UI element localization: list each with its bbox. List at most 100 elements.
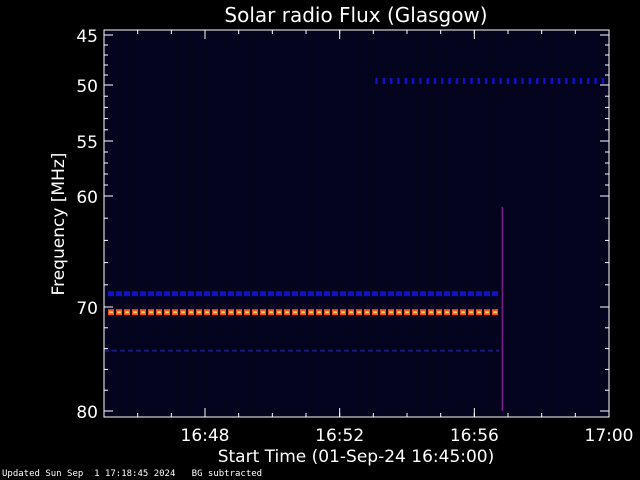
emission-dash-core bbox=[381, 311, 385, 314]
emission-dash-core bbox=[189, 311, 193, 314]
emission-dash-core bbox=[125, 311, 129, 314]
emission-dash-core bbox=[325, 311, 329, 314]
emission-dash-core bbox=[493, 311, 497, 314]
emission-dot bbox=[455, 78, 459, 84]
emission-dot bbox=[382, 78, 386, 84]
emission-dot bbox=[477, 78, 481, 84]
emission-dash-core bbox=[109, 311, 113, 314]
emission-dash-core bbox=[293, 311, 297, 314]
y-tick-label: 70 bbox=[76, 299, 98, 319]
emission-dash bbox=[436, 291, 442, 297]
emission-dot bbox=[550, 78, 554, 84]
x-tick-label: 16:56 bbox=[450, 426, 499, 446]
y-tick-label: 80 bbox=[76, 403, 98, 423]
emission-dot bbox=[484, 78, 488, 84]
emission-dash-core bbox=[277, 311, 281, 314]
emission-dash bbox=[396, 291, 402, 297]
emission-dash-core bbox=[461, 311, 465, 314]
emission-dash bbox=[404, 291, 410, 297]
emission-dot bbox=[543, 78, 546, 84]
emission-dash-core bbox=[453, 311, 457, 314]
emission-dash-core bbox=[149, 311, 153, 314]
emission-dash-core bbox=[205, 311, 209, 314]
x-axis: 16:48 16:52 16:56 17:00 bbox=[137, 30, 634, 446]
emission-dash-core bbox=[245, 311, 249, 314]
emission-dash-core bbox=[341, 311, 345, 314]
emission-dash bbox=[172, 291, 178, 297]
emission-dash-core bbox=[253, 311, 257, 314]
emission-dash bbox=[380, 291, 386, 297]
emission-dash bbox=[236, 291, 242, 297]
emission-dot bbox=[470, 78, 473, 84]
emission-dash bbox=[372, 291, 378, 297]
emission-dash bbox=[252, 291, 258, 297]
emission-dash bbox=[492, 291, 498, 297]
emission-dot bbox=[397, 78, 400, 84]
emission-dash bbox=[284, 291, 290, 297]
emission-dash bbox=[324, 291, 330, 297]
emission-dash-core bbox=[333, 311, 337, 314]
x-axis-label: Start Time (01-Sep-24 16:45:00) bbox=[218, 447, 495, 467]
emission-dash-core bbox=[421, 311, 425, 314]
emission-dash bbox=[444, 291, 450, 297]
emission-dot bbox=[594, 78, 597, 84]
emission-dot bbox=[528, 78, 532, 84]
emission-dot bbox=[389, 78, 393, 84]
emission-dot bbox=[535, 78, 539, 84]
x-tick-label: 16:48 bbox=[181, 426, 230, 446]
emission-dot bbox=[572, 78, 575, 84]
emission-dash bbox=[460, 291, 466, 297]
emission-dash bbox=[276, 291, 282, 297]
emission-dash-core bbox=[429, 311, 433, 314]
emission-dash-core bbox=[173, 311, 177, 314]
emission-dot bbox=[521, 78, 524, 84]
emission-dot bbox=[587, 78, 590, 84]
bg-subtracted-note: BG subtracted bbox=[191, 469, 263, 479]
emission-dash-core bbox=[141, 311, 145, 314]
emission-dash bbox=[164, 291, 170, 297]
emission-dash bbox=[148, 291, 154, 297]
emission-dot bbox=[404, 78, 408, 84]
emission-dash bbox=[156, 291, 162, 297]
emission-dash-core bbox=[389, 311, 393, 314]
emission-dash-core bbox=[261, 311, 265, 314]
emission-dot bbox=[462, 78, 466, 84]
emission-dash bbox=[196, 291, 202, 297]
emission-dash-core bbox=[269, 311, 273, 314]
emission-dash bbox=[452, 291, 458, 297]
emission-dash bbox=[124, 291, 130, 297]
emission-dash-core bbox=[357, 311, 361, 314]
emission-features bbox=[104, 78, 605, 411]
y-tick-label: 55 bbox=[76, 133, 98, 153]
emission-dot bbox=[579, 78, 583, 84]
plot-area bbox=[104, 30, 609, 417]
emission-dot bbox=[433, 78, 437, 84]
emission-dash bbox=[364, 291, 370, 297]
emission-dash-core bbox=[165, 311, 169, 314]
chart-title: Solar radio Flux (Glasgow) bbox=[224, 3, 487, 27]
emission-dash-core bbox=[197, 311, 201, 314]
emission-dot bbox=[426, 78, 429, 84]
emission-dot bbox=[441, 78, 444, 84]
emission-dash-core bbox=[485, 311, 489, 314]
emission-dot bbox=[506, 78, 510, 84]
emission-dash bbox=[244, 291, 250, 297]
emission-dash bbox=[108, 291, 114, 297]
emission-dash-core bbox=[117, 311, 121, 314]
emission-dash bbox=[412, 291, 418, 297]
y-axis-label: Frequency [MHz] bbox=[49, 153, 69, 296]
emission-dash-core bbox=[365, 311, 369, 314]
emission-dash bbox=[292, 291, 298, 297]
emission-dash bbox=[428, 291, 434, 297]
emission-dash-core bbox=[133, 311, 137, 314]
emission-dash-core bbox=[477, 311, 481, 314]
emission-dash-core bbox=[469, 311, 473, 314]
emission-dash bbox=[220, 291, 226, 297]
plot-texture bbox=[105, 31, 608, 416]
y-axis: 45 50 55 60 70 80 bbox=[76, 27, 609, 423]
y-tick-label: 45 bbox=[76, 27, 98, 47]
emission-dash-core bbox=[157, 311, 161, 314]
emission-dot bbox=[514, 78, 517, 84]
emission-dash-core bbox=[301, 311, 305, 314]
